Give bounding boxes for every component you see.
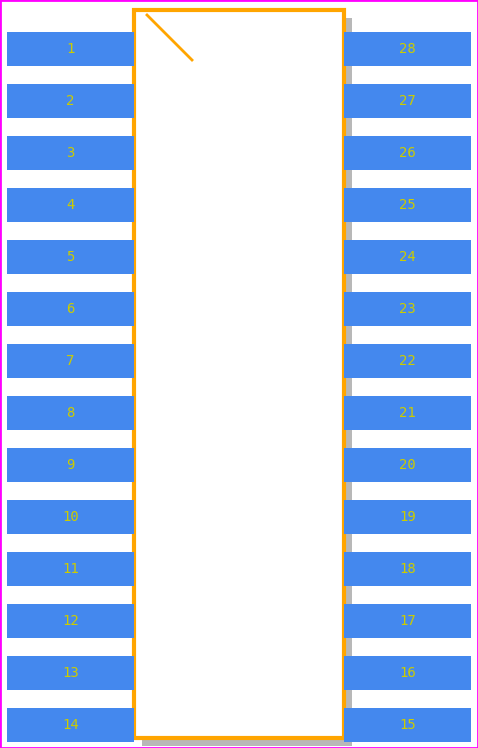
Text: 25: 25	[399, 198, 416, 212]
Text: 9: 9	[66, 458, 75, 472]
Bar	[344, 500, 471, 534]
Bar	[7, 500, 134, 534]
Bar	[344, 292, 471, 326]
Text: 28: 28	[399, 42, 416, 56]
Bar	[134, 10, 344, 738]
Bar	[344, 188, 471, 222]
Bar	[7, 84, 134, 118]
Text: 19: 19	[399, 510, 416, 524]
Text: 12: 12	[62, 614, 79, 628]
Bar	[7, 188, 134, 222]
Text: 23: 23	[399, 302, 416, 316]
Bar	[344, 656, 471, 690]
Bar	[344, 604, 471, 638]
Bar	[344, 396, 471, 430]
Bar	[7, 344, 134, 378]
Text: 6: 6	[66, 302, 75, 316]
Bar	[7, 448, 134, 482]
Bar	[344, 240, 471, 274]
Bar	[7, 708, 134, 742]
Text: 21: 21	[399, 406, 416, 420]
Bar	[344, 136, 471, 170]
Text: 18: 18	[399, 562, 416, 576]
Text: 13: 13	[62, 666, 79, 680]
Bar	[7, 136, 134, 170]
Text: 26: 26	[399, 146, 416, 160]
Text: 7: 7	[66, 354, 75, 368]
Bar	[344, 344, 471, 378]
Text: 1: 1	[66, 42, 75, 56]
Bar	[344, 84, 471, 118]
Text: 14: 14	[62, 718, 79, 732]
Text: 20: 20	[399, 458, 416, 472]
Bar	[142, 18, 352, 746]
Text: 10: 10	[62, 510, 79, 524]
Bar	[7, 604, 134, 638]
Text: 17: 17	[399, 614, 416, 628]
Text: 4: 4	[66, 198, 75, 212]
Bar	[7, 32, 134, 66]
Bar	[7, 656, 134, 690]
Bar	[344, 448, 471, 482]
Bar	[7, 552, 134, 586]
Text: 5: 5	[66, 250, 75, 264]
Text: 2: 2	[66, 94, 75, 108]
Text: 11: 11	[62, 562, 79, 576]
Bar	[7, 292, 134, 326]
Bar	[344, 552, 471, 586]
Text: 3: 3	[66, 146, 75, 160]
Text: 27: 27	[399, 94, 416, 108]
Bar	[7, 240, 134, 274]
Bar	[344, 708, 471, 742]
Text: 24: 24	[399, 250, 416, 264]
Bar	[7, 396, 134, 430]
Text: 8: 8	[66, 406, 75, 420]
Text: 16: 16	[399, 666, 416, 680]
Text: 22: 22	[399, 354, 416, 368]
Bar	[344, 32, 471, 66]
Text: 15: 15	[399, 718, 416, 732]
